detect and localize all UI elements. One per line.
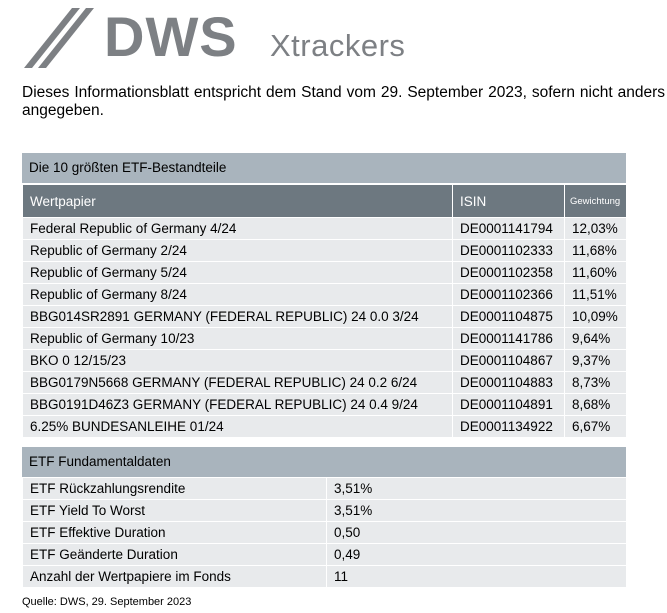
holding-name: Republic of Germany 2/24: [22, 239, 453, 262]
table-row: ETF Geänderte Duration 0,49: [22, 543, 627, 566]
fundamental-value: 3,51%: [326, 477, 627, 500]
holding-weight: 10,09%: [564, 305, 627, 328]
holding-isin: DE0001104891: [452, 393, 565, 416]
fundamental-value: 11: [326, 565, 627, 588]
holding-name: BKO 0 12/15/23: [22, 349, 453, 372]
table-row: ETF Yield To Worst 3,51%: [22, 499, 627, 522]
holdings-title: Die 10 größten ETF-Bestandteile: [22, 153, 626, 183]
col-header-weight: Gewichtung: [564, 184, 627, 218]
logo-slash-icon: [24, 8, 94, 68]
holding-weight: 12,03%: [564, 217, 627, 240]
holding-weight: 8,73%: [564, 371, 627, 394]
logo-brand: DWS: [104, 5, 238, 68]
holding-isin: DE0001104875: [452, 305, 565, 328]
holding-name: BBG014SR2891 GERMANY (FEDERAL REPUBLIC) …: [22, 305, 453, 328]
fundamental-label: Anzahl der Wertpapiere im Fonds: [22, 565, 327, 588]
holdings-header-row: Wertpapier ISIN Gewichtung: [22, 184, 627, 218]
holding-name: Republic of Germany 10/23: [22, 327, 453, 350]
holding-isin: DE0001102366: [452, 283, 565, 306]
holding-name: BBG0191D46Z3 GERMANY (FEDERAL REPUBLIC) …: [22, 393, 453, 416]
table-row: BKO 0 12/15/23 DE0001104867 9,37%: [22, 349, 627, 372]
fundamentals-table: ETF Rückzahlungsrendite 3,51% ETF Yield To…: [22, 477, 627, 588]
table-row: ETF Rückzahlungsrendite 3,51%: [22, 477, 627, 500]
holding-isin: DE0001104883: [452, 371, 565, 394]
table-row: 6.25% BUNDESANLEIHE 01/24 DE0001134922 6,6…: [22, 415, 627, 438]
fundamental-label: ETF Rückzahlungsrendite: [22, 477, 327, 500]
intro-text: Dieses Informationsblatt entspricht dem …: [22, 84, 665, 119]
fundamentals-title: ETF Fundamentaldaten: [22, 447, 626, 477]
dws-logo: DWS Xtrackers: [22, 4, 422, 70]
fundamental-label: ETF Yield To Worst: [22, 499, 327, 522]
holding-weight: 9,64%: [564, 327, 627, 350]
col-header-name: Wertpapier: [22, 184, 453, 218]
fundamentals-body: ETF Rückzahlungsrendite 3,51% ETF Yield To…: [22, 477, 627, 588]
table-row: BBG0191D46Z3 GERMANY (FEDERAL REPUBLIC) …: [22, 393, 627, 416]
fundamental-label: ETF Geänderte Duration: [22, 543, 327, 566]
holding-name: Republic of Germany 5/24: [22, 261, 453, 284]
holding-weight: 11,68%: [564, 239, 627, 262]
fundamental-value: 0,49: [326, 543, 627, 566]
holding-name: Federal Republic of Germany 4/24: [22, 217, 453, 240]
fundamental-value: 3,51%: [326, 499, 627, 522]
fundamental-value: 0,50: [326, 521, 627, 544]
holding-weight: 9,37%: [564, 349, 627, 372]
table-row: Federal Republic of Germany 4/24 DE000114…: [22, 217, 627, 240]
holdings-body: Federal Republic of Germany 4/24 DE000114…: [22, 217, 627, 438]
logo-sub: Xtrackers: [270, 28, 406, 63]
table-row: BBG0179N5668 GERMANY (FEDERAL REPUBLIC) …: [22, 371, 627, 394]
holding-isin: DE0001141786: [452, 327, 565, 350]
holding-name: 6.25% BUNDESANLEIHE 01/24: [22, 415, 453, 438]
holdings-table: Wertpapier ISIN Gewichtung Federal Repub…: [22, 184, 627, 438]
table-row: Republic of Germany 2/24 DE0001102333 11,6…: [22, 239, 627, 262]
holding-weight: 11,60%: [564, 261, 627, 284]
table-row: ETF Effektive Duration 0,50: [22, 521, 627, 544]
holding-weight: 6,67%: [564, 415, 627, 438]
table-row: Republic of Germany 8/24 DE0001102366 11,5…: [22, 283, 627, 306]
holding-isin: DE0001141794: [452, 217, 565, 240]
table-row: BBG014SR2891 GERMANY (FEDERAL REPUBLIC) …: [22, 305, 627, 328]
holding-name: BBG0179N5668 GERMANY (FEDERAL REPUBLIC) …: [22, 371, 453, 394]
holding-weight: 11,51%: [564, 283, 627, 306]
table-row: Republic of Germany 5/24 DE0001102358 11,6…: [22, 261, 627, 284]
source-note: Quelle: DWS, 29. September 2023: [22, 596, 192, 608]
holding-isin: DE0001102333: [452, 239, 565, 262]
holding-name: Republic of Germany 8/24: [22, 283, 453, 306]
holding-isin: DE0001102358: [452, 261, 565, 284]
holding-isin: DE0001104867: [452, 349, 565, 372]
fundamental-label: ETF Effektive Duration: [22, 521, 327, 544]
holding-isin: DE0001134922: [452, 415, 565, 438]
col-header-isin: ISIN: [452, 184, 565, 218]
table-row: Anzahl der Wertpapiere im Fonds 11: [22, 565, 627, 588]
holding-weight: 8,68%: [564, 393, 627, 416]
table-row: Republic of Germany 10/23 DE0001141786 9,6…: [22, 327, 627, 350]
